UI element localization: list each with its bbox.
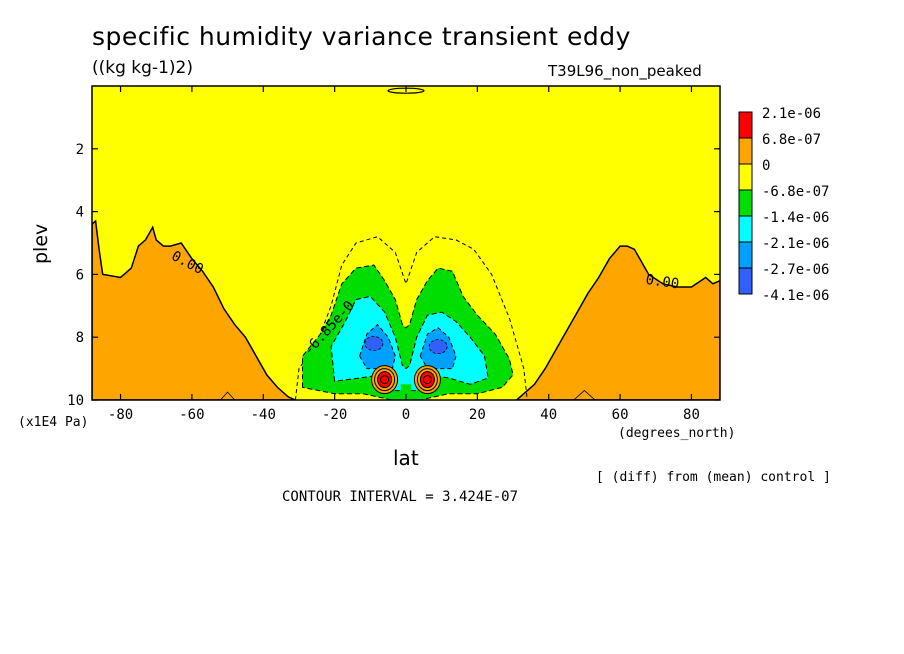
color-legend: 2.1e-06 6.8e-07 0 -6.8e-07 -1.4e-06 -2.1e-06 -… xyxy=(738,106,829,304)
legend-level-label: -4.1e-06 xyxy=(762,288,829,304)
x-tick-label: 80 xyxy=(683,407,700,423)
legend-level-label: 6.8e-07 xyxy=(762,132,821,148)
positive-core-south-inner xyxy=(380,375,390,385)
legend-level-label: 2.1e-06 xyxy=(762,106,821,122)
positive-core-south-red xyxy=(377,371,393,389)
darkblue-core-north xyxy=(428,339,448,355)
darkblue-core-south xyxy=(364,336,384,351)
x-axis-label: lat xyxy=(393,446,419,470)
positive-core-north-red xyxy=(419,371,435,389)
legend-swatch xyxy=(738,267,753,295)
chart-title: specific humidity variance transient edd… xyxy=(92,22,631,51)
x-tick-label: -60 xyxy=(179,407,204,423)
legend-swatch xyxy=(738,137,753,165)
y-tick-label: 6 xyxy=(76,267,84,283)
positive-core-north-ring xyxy=(416,368,438,392)
y-axis-units: (x1E4 Pa) xyxy=(18,415,89,430)
y-tick-label: 4 xyxy=(76,205,84,221)
y-tick-label: 10 xyxy=(67,393,84,409)
axes: -80 -60 -40 -20 0 20 40 60 80 2 4 6 8 10 xyxy=(67,85,721,423)
y-tick-label: 2 xyxy=(76,142,84,158)
x-axis-units: (degrees_north) xyxy=(618,426,736,441)
plot-area: 0.000.00-6.85e-0 xyxy=(92,86,720,400)
x-tick-label: -40 xyxy=(251,407,276,423)
legend-swatch xyxy=(738,189,753,217)
legend-level-label: -2.7e-06 xyxy=(762,262,829,278)
contour-outer-dashed xyxy=(294,236,528,400)
legend-swatch xyxy=(738,163,753,191)
legend-level-label: -2.1e-06 xyxy=(762,236,829,252)
x-tick-label: -80 xyxy=(108,407,133,423)
positive-core-north-inner xyxy=(422,375,432,385)
diff-note: [ (diff) from (mean) control ] xyxy=(596,470,831,485)
equator-column xyxy=(400,384,412,400)
x-tick-label: 0 xyxy=(402,407,410,423)
chart-units: ((kg kg-1)2) xyxy=(92,58,193,78)
small-contour-south xyxy=(220,391,236,400)
x-tick-label: 20 xyxy=(469,407,486,423)
small-contour-north xyxy=(573,390,596,400)
legend-swatch xyxy=(738,241,753,269)
contour-interval: CONTOUR INTERVAL = 3.424E-07 xyxy=(282,489,519,505)
x-tick-label: -20 xyxy=(322,407,347,423)
contour-label-north: 0.00 xyxy=(645,272,681,293)
legend-level-label: -6.8e-07 xyxy=(762,184,829,200)
y-tick-label: 8 xyxy=(76,330,84,346)
x-tick-label: 40 xyxy=(540,407,557,423)
legend-swatch xyxy=(738,215,753,243)
run-label: T39L96_non_peaked xyxy=(548,62,702,80)
orange-region-south xyxy=(92,219,296,400)
orange-region-north xyxy=(515,245,720,400)
x-tick-label: 60 xyxy=(612,407,629,423)
positive-core-south-ring xyxy=(374,368,396,392)
legend-level-label: 0 xyxy=(762,158,770,174)
legend-level-label: -1.4e-06 xyxy=(762,210,829,226)
legend-swatch xyxy=(738,111,753,139)
